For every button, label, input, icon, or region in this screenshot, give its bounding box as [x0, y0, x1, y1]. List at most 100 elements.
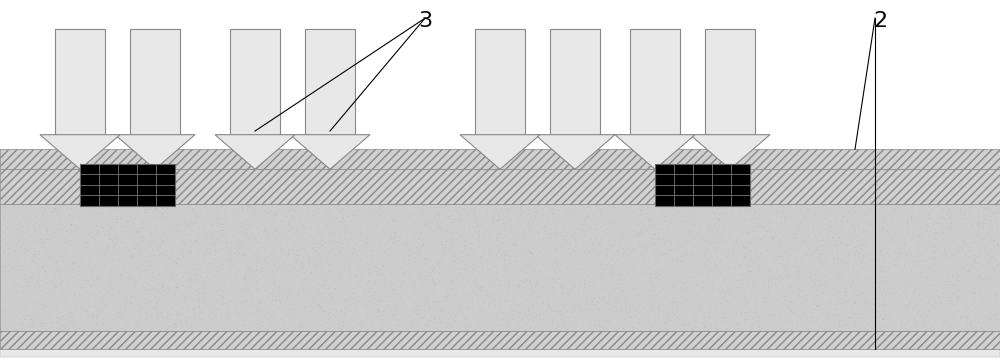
Point	[374, 245, 390, 251]
Point	[363, 288, 379, 293]
Point	[208, 274, 224, 280]
Point	[804, 209, 820, 215]
Point	[545, 318, 561, 324]
Point	[810, 292, 826, 298]
Point	[949, 208, 965, 214]
Point	[683, 309, 699, 315]
Point	[116, 265, 132, 270]
Point	[440, 316, 456, 322]
Point	[756, 281, 772, 287]
Point	[398, 243, 414, 249]
Point	[489, 243, 505, 249]
Point	[236, 274, 252, 280]
Point	[681, 251, 697, 257]
Point	[564, 280, 580, 285]
Point	[971, 221, 987, 226]
Point	[976, 303, 992, 309]
Point	[584, 239, 600, 245]
Point	[351, 321, 367, 327]
Point	[985, 312, 1000, 318]
Point	[510, 211, 526, 217]
Point	[469, 223, 485, 229]
Point	[768, 203, 784, 209]
Point	[460, 233, 476, 239]
Point	[238, 302, 254, 308]
Point	[786, 235, 802, 241]
Point	[837, 300, 853, 305]
Point	[927, 299, 943, 305]
Point	[416, 307, 432, 313]
Point	[23, 316, 39, 322]
Point	[600, 306, 616, 312]
Point	[575, 258, 591, 264]
Point	[523, 324, 539, 330]
Point	[525, 290, 541, 296]
Point	[856, 259, 872, 265]
Point	[73, 285, 89, 291]
Point	[823, 276, 839, 282]
Point	[510, 321, 526, 327]
Point	[965, 288, 981, 294]
Point	[359, 244, 375, 250]
Point	[445, 262, 461, 268]
Point	[94, 202, 110, 207]
Point	[729, 279, 745, 285]
Point	[614, 235, 630, 241]
Point	[424, 275, 440, 281]
Point	[964, 239, 980, 245]
Point	[113, 314, 129, 320]
Point	[962, 204, 978, 210]
Point	[168, 221, 184, 227]
Point	[585, 301, 601, 306]
Point	[36, 209, 52, 215]
Point	[652, 252, 668, 258]
Point	[242, 264, 258, 270]
Point	[545, 233, 561, 239]
Point	[278, 210, 294, 216]
Point	[700, 223, 716, 229]
Point	[606, 203, 622, 209]
Point	[715, 223, 731, 229]
Point	[161, 277, 177, 282]
Point	[282, 261, 298, 266]
Point	[56, 263, 72, 269]
Point	[41, 268, 57, 274]
Point	[182, 274, 198, 280]
Point	[205, 259, 221, 265]
Point	[17, 245, 33, 251]
Point	[98, 326, 114, 332]
Point	[742, 216, 758, 222]
Point	[501, 206, 517, 212]
Point	[34, 264, 50, 269]
Point	[843, 221, 859, 227]
Point	[903, 213, 919, 219]
Point	[880, 313, 896, 318]
Point	[883, 228, 899, 234]
Point	[932, 221, 948, 226]
Point	[154, 284, 170, 289]
Point	[590, 294, 606, 300]
Point	[768, 220, 784, 226]
Point	[736, 210, 752, 215]
Point	[192, 289, 208, 294]
Point	[11, 267, 27, 273]
Point	[411, 249, 427, 255]
Point	[67, 258, 83, 264]
Point	[295, 202, 311, 208]
Point	[461, 251, 477, 257]
Point	[45, 285, 61, 290]
Point	[469, 274, 485, 280]
Bar	[0, 204, 1000, 331]
Point	[237, 298, 253, 304]
Point	[490, 212, 506, 218]
Point	[359, 281, 375, 287]
Point	[240, 285, 256, 291]
Point	[868, 259, 884, 265]
Point	[926, 262, 942, 268]
Point	[463, 240, 479, 246]
Point	[101, 236, 117, 241]
Point	[144, 269, 160, 274]
Point	[24, 323, 40, 329]
Point	[546, 286, 562, 292]
Point	[439, 320, 455, 326]
